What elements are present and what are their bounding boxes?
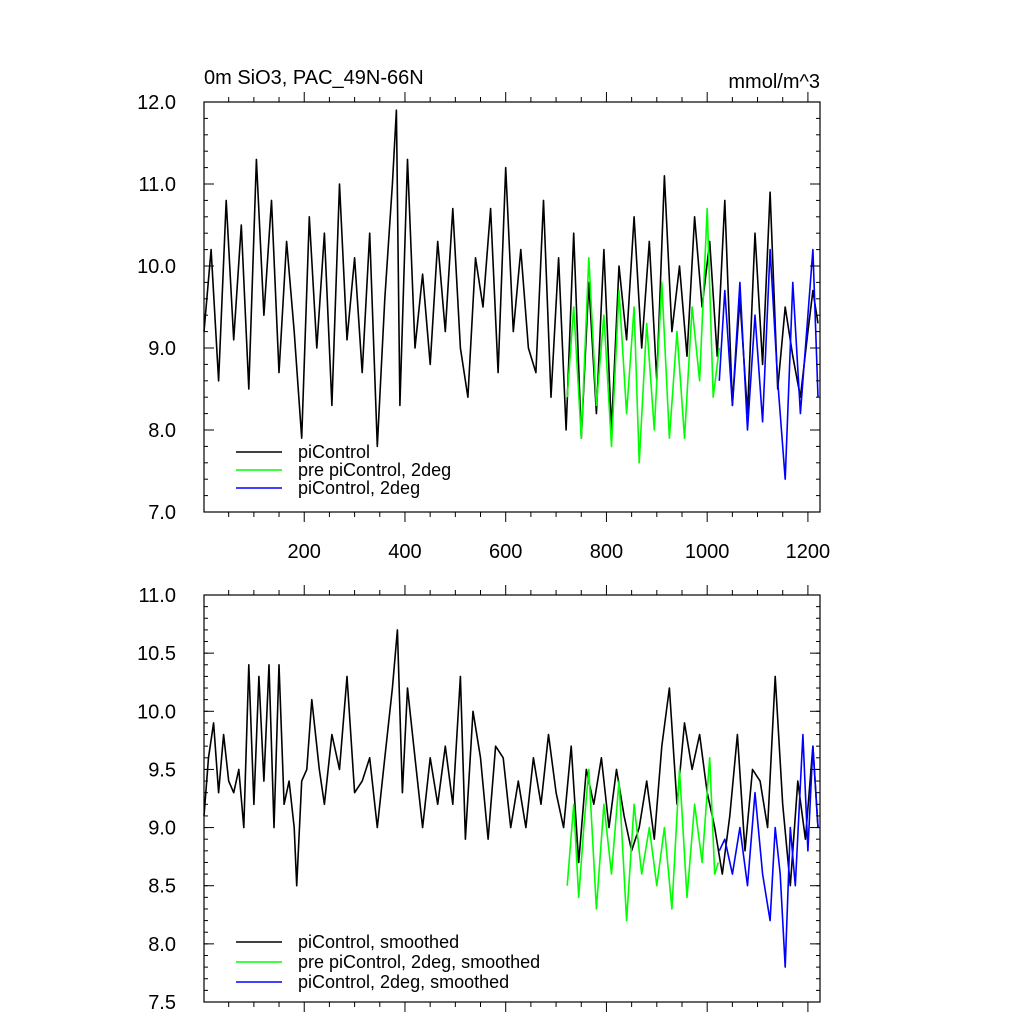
y-tick-label: 9.0 xyxy=(148,818,176,840)
units-label: mmol/m^3 xyxy=(728,71,820,93)
y-tick-label: 8.0 xyxy=(148,934,176,956)
plot-frame xyxy=(203,101,821,513)
y-tick-label: 11.0 xyxy=(139,585,176,607)
y-tick-label: 8.5 xyxy=(148,876,176,898)
legend-label: piControl, smoothed xyxy=(298,932,459,952)
y-tick-label: 9.5 xyxy=(148,759,176,781)
y-tick-label: 11.0 xyxy=(139,174,176,196)
x-tick-label: 400 xyxy=(388,541,421,563)
top-panel: 7.0 8.0 9.0 10.0 11.0 12.0 200 400 600 800 1000 120… xyxy=(137,92,830,563)
y-tick-label: 7.5 xyxy=(148,992,176,1014)
legend-label: pre piControl, 2deg xyxy=(298,460,451,480)
x-tick-label: 800 xyxy=(590,541,623,563)
series-line-1 xyxy=(203,629,819,887)
chart-title: 0m SiO3, PAC_49N-66N xyxy=(204,67,424,89)
x-tick-label: 200 xyxy=(288,541,321,563)
series-line-2 xyxy=(566,207,721,464)
series-line-3 xyxy=(718,248,819,481)
y-tick-label: 9.0 xyxy=(148,338,176,360)
plot-frame xyxy=(203,594,821,1003)
y-tick-label: 10.0 xyxy=(137,256,176,278)
x-tick-label: 1200 xyxy=(786,541,831,563)
legend-label: piControl, 2deg, smoothed xyxy=(298,972,509,992)
series-line-2 xyxy=(566,756,720,922)
y-tick-label: 12.0 xyxy=(137,92,176,114)
series-line-3 xyxy=(718,733,819,968)
x-tick-label: 1000 xyxy=(685,541,730,563)
y-tick-label: 8.0 xyxy=(148,420,176,442)
y-tick-label: 10.0 xyxy=(137,701,176,723)
bottom-panel: 7.5 8.0 8.5 9.0 9.5 10.0 10.5 11.0 piControl, sm… xyxy=(137,585,821,1014)
x-tick-label: 600 xyxy=(489,541,522,563)
legend-label: piControl xyxy=(298,442,370,462)
legend-label: pre piControl, 2deg, smoothed xyxy=(298,952,540,972)
series-line-1 xyxy=(203,109,819,448)
y-tick-label: 7.0 xyxy=(148,502,176,524)
legend-label: piControl, 2deg xyxy=(298,478,420,498)
y-tick-label: 10.5 xyxy=(137,643,176,665)
